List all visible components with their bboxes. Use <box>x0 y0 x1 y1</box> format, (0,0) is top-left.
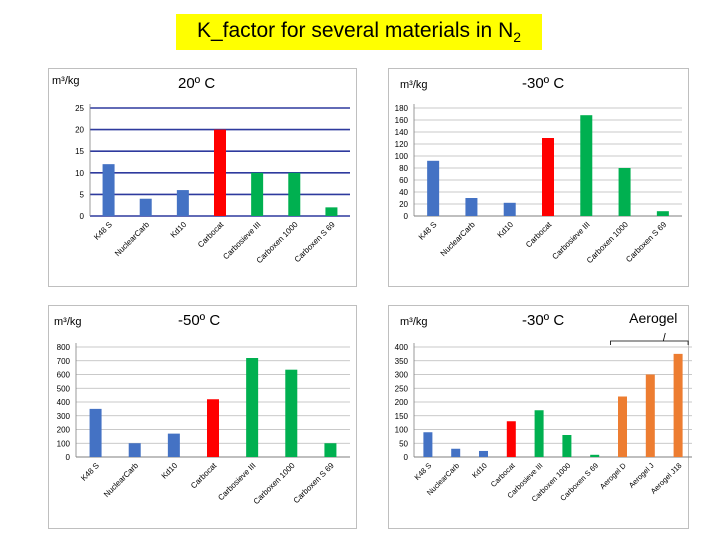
bar <box>89 408 102 457</box>
slide-title: K_factor for several materials in N2 <box>176 14 542 50</box>
temperature-label: -30º C <box>522 312 564 329</box>
bar <box>503 202 516 216</box>
bar <box>139 198 152 216</box>
y-tick-label: 15 <box>75 147 84 156</box>
y-tick-label: 120 <box>395 140 409 149</box>
y-tick-label: 60 <box>399 176 408 185</box>
chart-minus30c: m³/kg -30º C 0 20 40 60 80 100 120 140 160 180 K48 S… <box>388 68 690 288</box>
bar <box>285 369 298 457</box>
bar <box>102 164 115 216</box>
bar <box>656 211 669 216</box>
bar <box>673 353 683 457</box>
y-tick-label: 150 <box>395 412 409 421</box>
y-tick-label: 700 <box>57 357 71 366</box>
bar <box>506 421 516 457</box>
y-tick-label: 20 <box>399 200 408 209</box>
y-tick-label: 5 <box>80 190 85 199</box>
bar <box>246 358 259 457</box>
bar <box>534 410 544 457</box>
chart-minus30c-aerogel: m³/kg -30º C 0 50 100 150 200 250 300 350 400 K48 S… <box>388 305 706 530</box>
y-tick-label: 350 <box>395 357 409 366</box>
y-tick-label: 40 <box>399 188 408 197</box>
y-tick-label: 800 <box>57 343 71 352</box>
bar <box>251 172 264 216</box>
y-tick-label: 0 <box>80 212 85 221</box>
bar <box>645 374 655 457</box>
y-tick-label: 80 <box>399 164 408 173</box>
bar <box>479 450 488 457</box>
bar <box>423 432 433 457</box>
unit-label: m³/kg <box>54 316 82 328</box>
y-tick-label: 100 <box>395 152 409 161</box>
unit-label: m³/kg <box>400 316 428 328</box>
temperature-label: -50º C <box>178 312 220 329</box>
y-tick-label: 50 <box>399 439 408 448</box>
y-tick-label: 180 <box>395 104 409 113</box>
y-tick-label: 200 <box>395 398 409 407</box>
y-tick-label: 300 <box>395 371 409 380</box>
temperature-label: -30º C <box>522 75 564 92</box>
bar <box>288 172 301 216</box>
bar <box>167 433 180 457</box>
chart-frame <box>48 68 357 287</box>
bar <box>176 190 189 216</box>
title-subscript: 2 <box>513 29 522 46</box>
unit-label: m³/kg <box>52 75 80 87</box>
aerogel-annotation: Aerogel <box>629 310 677 326</box>
bar <box>562 435 572 457</box>
bar <box>324 443 337 457</box>
y-tick-label: 25 <box>75 104 84 113</box>
y-tick-label: 10 <box>75 169 84 178</box>
y-tick-label: 200 <box>57 426 71 435</box>
bar <box>618 396 627 457</box>
y-tick-label: 100 <box>395 426 409 435</box>
y-tick-label: 250 <box>395 384 409 393</box>
y-tick-label: 0 <box>404 212 409 221</box>
temperature-label: 20º C <box>178 75 215 92</box>
y-tick-label: 140 <box>395 128 409 137</box>
aerogel-bracket-tick <box>662 332 666 342</box>
y-tick-label: 160 <box>395 116 409 125</box>
slide-title-text: K_factor for several materials in N2 <box>197 19 521 45</box>
bar <box>590 454 600 457</box>
bar <box>128 443 141 457</box>
bar <box>427 160 440 216</box>
y-tick-label: 400 <box>395 343 409 352</box>
unit-label: m³/kg <box>400 79 428 91</box>
y-tick-label: 600 <box>57 371 71 380</box>
y-tick-label: 0 <box>66 453 71 462</box>
chart-20c: m³/kg 20º C 0 5 10 15 20 25 K48 S NuclearCarb Kd10… <box>48 68 358 288</box>
chart-minus50c: m³/kg -50º C 0 100 200 300 400 500 600 700 800 K48 … <box>48 305 358 530</box>
bar <box>465 198 478 216</box>
bar <box>214 129 226 216</box>
y-tick-label: 500 <box>57 384 71 393</box>
title-main: K_factor for several materials in N <box>196 18 514 42</box>
aerogel-bracket <box>610 340 689 345</box>
y-tick-label: 100 <box>57 439 71 448</box>
bar <box>207 399 219 457</box>
bar <box>580 115 593 216</box>
y-tick-label: 0 <box>404 453 409 462</box>
y-tick-label: 300 <box>57 412 71 421</box>
y-tick-label: 20 <box>75 126 84 135</box>
bar <box>618 168 631 216</box>
y-tick-label: 400 <box>57 398 71 407</box>
bar <box>325 207 338 216</box>
chart-svg: m³/kg -50º C0100200300400500600700800K48 … <box>48 305 357 529</box>
bar <box>451 448 461 457</box>
bar <box>542 138 554 216</box>
